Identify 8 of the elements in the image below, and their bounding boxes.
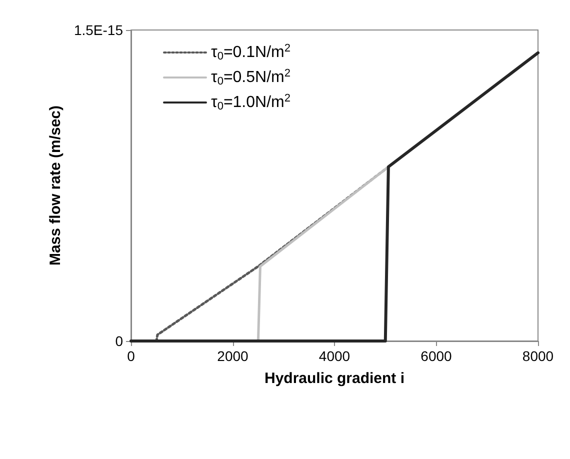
y-tick-label: 1.5E-15 bbox=[74, 22, 124, 38]
x-tick-label: 0 bbox=[127, 348, 136, 364]
x-axis-title: Hydraulic gradient i bbox=[264, 370, 405, 387]
x-tick-label: 2000 bbox=[217, 348, 249, 364]
x-tick-label: 8000 bbox=[522, 348, 554, 364]
x-tick-label: 6000 bbox=[420, 348, 452, 364]
x-tick-label: 4000 bbox=[318, 348, 350, 364]
y-axis-title: Mass flow rate (m/sec) bbox=[47, 105, 64, 266]
